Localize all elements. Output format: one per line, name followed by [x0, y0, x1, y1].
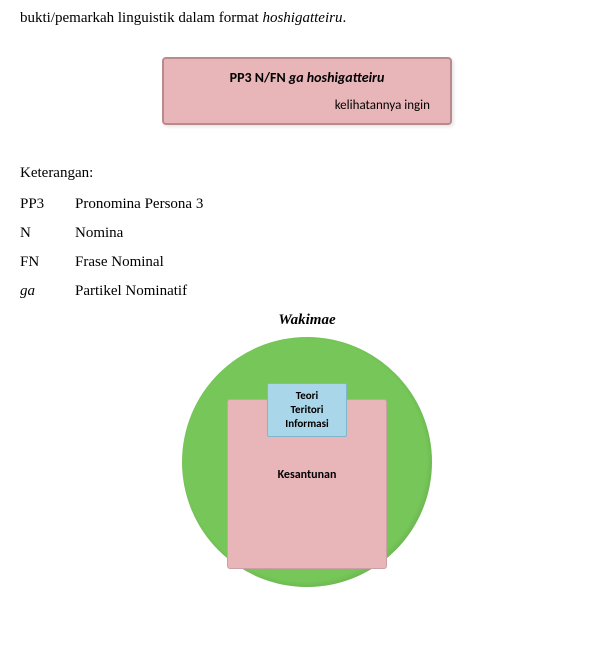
keterangan-row: NNomina: [20, 225, 594, 242]
keterangan-val: Nomina: [75, 225, 594, 242]
keterangan-row: FNFrase Nominal: [20, 254, 594, 271]
keterangan-key: ga: [20, 283, 75, 300]
diagram: Kesantunan TeoriTeritoriInformasi: [20, 337, 594, 587]
blue-rect: TeoriTeritoriInformasi: [267, 383, 347, 437]
formula-box: PP3 N/FN ga hoshigatteiru kelihatannya i…: [162, 57, 452, 125]
diagram-container: Kesantunan TeoriTeritoriInformasi: [182, 337, 432, 587]
keterangan-val: Frase Nominal: [75, 254, 594, 271]
formula-line1: PP3 N/FN ga hoshigatteiru: [184, 69, 430, 86]
blue-rect-label: TeoriTeritoriInformasi: [285, 389, 328, 430]
intro-text: bukti/pemarkah linguistik dalam format h…: [20, 10, 594, 27]
diagram-title: Wakimae: [20, 312, 594, 329]
keterangan-key: FN: [20, 254, 75, 271]
keterangan-list: PP3Pronomina Persona 3NNominaFNFrase Nom…: [20, 196, 594, 300]
keterangan-key: PP3: [20, 196, 75, 213]
formula-line2: kelihatannya ingin: [184, 98, 430, 113]
formula-p1: PP3 N/FN: [230, 69, 289, 86]
formula-ital: ga hoshigatteiru: [289, 69, 385, 86]
keterangan-heading: Keterangan:: [20, 165, 594, 182]
keterangan-val: Pronomina Persona 3: [75, 196, 594, 213]
intro-prefix: bukti/pemarkah linguistik dalam format: [20, 10, 262, 26]
intro-suffix: .: [342, 10, 346, 26]
keterangan-val: Partikel Nominatif: [75, 283, 594, 300]
keterangan-row: PP3Pronomina Persona 3: [20, 196, 594, 213]
keterangan-row: gaPartikel Nominatif: [20, 283, 594, 300]
pink-rect-label: Kesantunan: [228, 468, 386, 482]
keterangan-key: N: [20, 225, 75, 242]
intro-italic: hoshigatteiru: [262, 10, 342, 26]
